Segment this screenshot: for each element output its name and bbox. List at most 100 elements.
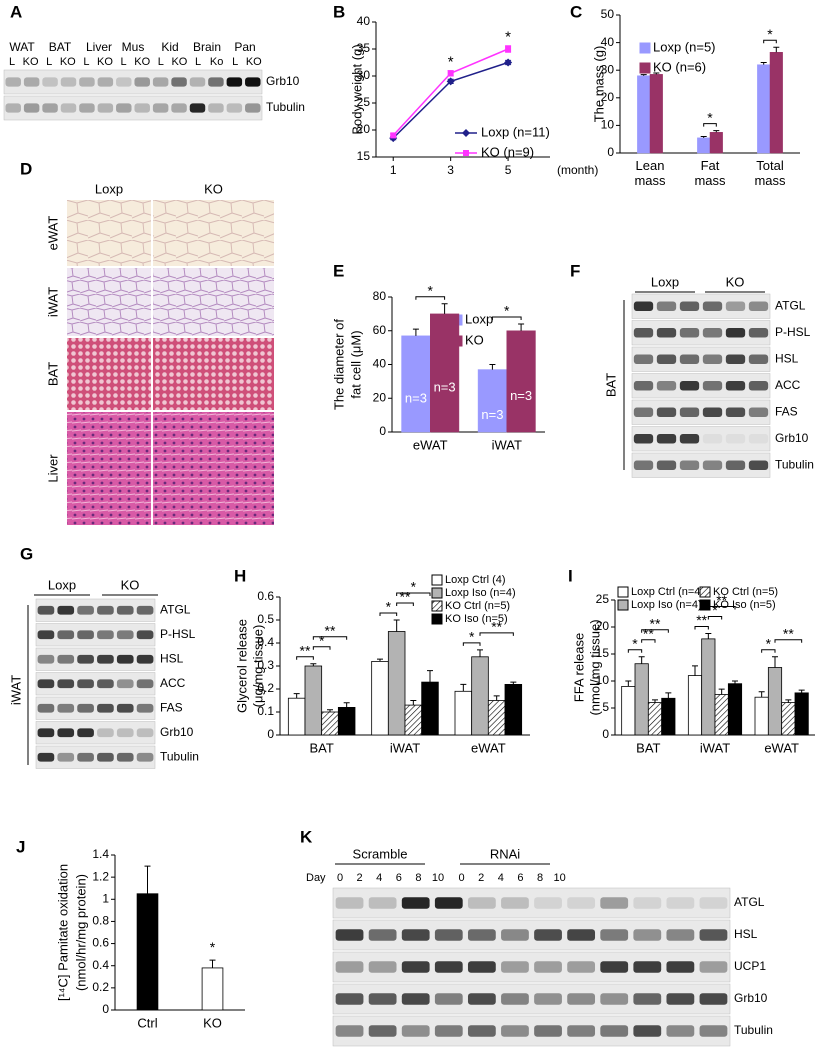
lane-label: KO: [171, 56, 187, 68]
tissue-label: Kid: [161, 40, 178, 54]
y-tick-label: 0.4: [257, 635, 274, 649]
blot-band: [666, 897, 695, 909]
blot-band: [37, 654, 55, 664]
legend-swatch: [639, 42, 651, 54]
y-tick-label: 20: [601, 90, 615, 104]
bar: [621, 686, 636, 736]
blot-strip: [35, 672, 156, 696]
blot-band: [226, 103, 243, 113]
error-bar: [760, 61, 767, 65]
y-axis-label: (nmol/hr/mg protein): [73, 874, 88, 991]
legend-swatch: [431, 600, 443, 612]
blot-band: [679, 407, 700, 418]
blot-strip: [35, 623, 156, 647]
panel-label: D: [20, 159, 32, 178]
y-tick-label: 25: [596, 592, 610, 606]
blot-band: [748, 354, 769, 365]
blot-band: [245, 77, 261, 87]
bar: [454, 690, 473, 736]
error-bar: [772, 656, 778, 668]
protein-label: Tubulin: [734, 1023, 773, 1037]
significance-bracket: [479, 632, 514, 636]
blot-band: [434, 1025, 463, 1037]
significance: **: [325, 622, 336, 638]
significance: *: [469, 629, 475, 645]
legend-swatch: [431, 574, 443, 586]
blot-band: [401, 929, 430, 941]
blot-band: [136, 679, 154, 689]
significance: *: [712, 602, 718, 618]
histology-image: [67, 200, 151, 266]
day-tick: 8: [415, 872, 421, 884]
day-tick: 0: [337, 872, 343, 884]
blot-band: [725, 380, 746, 391]
blot-band: [725, 301, 746, 312]
blot-band: [699, 961, 728, 973]
y-tick-label: 5: [602, 700, 609, 714]
legend-swatch: [617, 586, 629, 598]
error-bar: [705, 632, 712, 639]
blot-band: [699, 897, 728, 909]
protein-label: HSL: [160, 651, 184, 665]
blot-band: [567, 993, 596, 1005]
significance: *: [766, 635, 772, 651]
x-tick-label: BAT: [636, 740, 660, 755]
lane-label: KO: [134, 56, 150, 68]
blot-band: [97, 654, 114, 664]
error-bar: [410, 700, 417, 706]
blot-band: [699, 929, 728, 941]
blot-band: [725, 354, 746, 365]
blot-band: [5, 103, 21, 113]
significance-bracket: [491, 316, 522, 320]
blot-band: [600, 961, 629, 973]
x-tick-label: eWAT: [413, 437, 448, 452]
blot-strip: [332, 951, 731, 983]
legend-label: KO Ctrl (n=5): [713, 586, 778, 598]
tissue-side-label: iWAT: [8, 675, 23, 705]
blot-band: [79, 77, 95, 87]
error-bar: [732, 680, 738, 684]
blot-band: [136, 630, 154, 640]
blot-band: [134, 77, 150, 87]
lane-label: KO: [246, 56, 262, 68]
y-tick-label: 30: [601, 62, 615, 76]
y-axis-label: Glycerol release: [234, 619, 249, 713]
legend-label: KO (n=6): [653, 59, 706, 74]
blot-band: [97, 703, 114, 713]
blot-band: [77, 703, 94, 713]
blot-band: [57, 654, 75, 664]
blot-band: [725, 327, 746, 338]
blot-band: [567, 1025, 596, 1037]
bar: [387, 631, 406, 736]
blot-band: [656, 380, 677, 391]
error-bar: [758, 691, 765, 698]
blot-band: [725, 407, 746, 418]
protein-label: FAS: [160, 700, 183, 714]
blot-band: [116, 630, 134, 640]
group-label: Loxp: [48, 577, 76, 592]
bar: [687, 675, 703, 736]
protein-label: HSL: [775, 351, 799, 365]
y-tick-label: 60: [373, 323, 387, 337]
y-tick-label: 35: [357, 41, 371, 55]
bar: [647, 702, 663, 736]
blot-band: [633, 433, 654, 444]
bar: [371, 661, 389, 736]
error-bar: [652, 699, 658, 703]
blot-band: [5, 77, 21, 87]
significance: **: [650, 615, 661, 631]
bar: [637, 75, 651, 154]
error-bar: [144, 865, 151, 894]
blot-band: [702, 380, 723, 391]
blot-band: [467, 1025, 496, 1037]
significance-bracket: [707, 605, 736, 610]
significance-bracket: [396, 592, 431, 596]
error-bar: [713, 130, 720, 133]
blot-band: [79, 103, 95, 113]
point: [447, 70, 454, 77]
bar: [697, 137, 711, 154]
blot-band: [42, 103, 58, 113]
error-bar: [377, 658, 383, 662]
bar: [701, 638, 716, 736]
bar-annotation: n=3: [481, 407, 503, 422]
